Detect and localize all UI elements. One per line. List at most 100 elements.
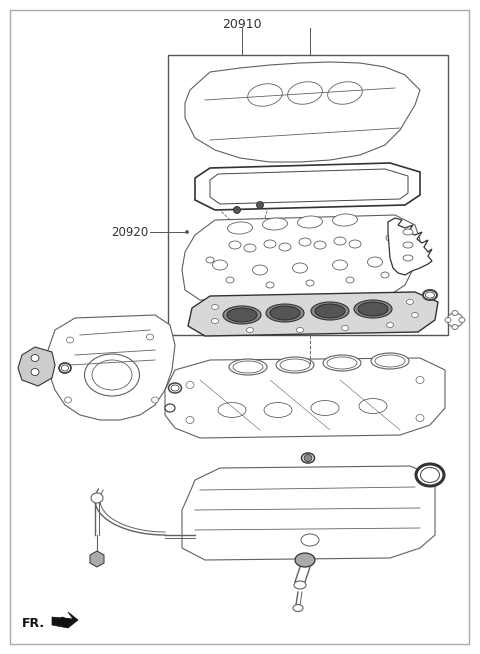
Ellipse shape	[165, 404, 175, 412]
Ellipse shape	[270, 306, 300, 320]
Ellipse shape	[64, 397, 72, 403]
Ellipse shape	[346, 277, 354, 283]
Ellipse shape	[152, 397, 158, 403]
Ellipse shape	[407, 300, 413, 305]
Polygon shape	[188, 292, 438, 336]
Ellipse shape	[375, 355, 405, 367]
Polygon shape	[185, 62, 420, 162]
Bar	[168, 55, 448, 335]
Ellipse shape	[403, 255, 413, 261]
Ellipse shape	[227, 308, 257, 322]
Ellipse shape	[31, 368, 39, 375]
Ellipse shape	[293, 604, 303, 611]
Polygon shape	[182, 215, 420, 300]
Ellipse shape	[403, 229, 413, 235]
Ellipse shape	[233, 361, 263, 373]
Ellipse shape	[459, 317, 465, 322]
Ellipse shape	[354, 300, 392, 318]
Ellipse shape	[292, 263, 308, 273]
Ellipse shape	[452, 311, 458, 315]
Polygon shape	[210, 169, 408, 204]
Ellipse shape	[381, 272, 389, 278]
Polygon shape	[388, 218, 432, 275]
Ellipse shape	[276, 357, 314, 373]
Ellipse shape	[91, 493, 103, 503]
Ellipse shape	[327, 357, 357, 369]
Ellipse shape	[328, 82, 362, 104]
Text: 20910: 20910	[222, 18, 262, 31]
Ellipse shape	[256, 201, 264, 209]
Ellipse shape	[359, 398, 387, 413]
Ellipse shape	[297, 328, 303, 332]
Ellipse shape	[416, 415, 424, 421]
Ellipse shape	[403, 242, 413, 248]
Ellipse shape	[212, 305, 218, 309]
Ellipse shape	[371, 353, 409, 369]
Ellipse shape	[92, 360, 132, 390]
Ellipse shape	[279, 243, 291, 251]
Ellipse shape	[298, 216, 323, 228]
Ellipse shape	[416, 377, 424, 383]
Ellipse shape	[311, 302, 349, 320]
Ellipse shape	[233, 207, 240, 213]
Text: 20920: 20920	[111, 226, 148, 239]
Ellipse shape	[185, 230, 189, 233]
Ellipse shape	[301, 453, 314, 463]
Ellipse shape	[396, 252, 404, 258]
Ellipse shape	[386, 235, 394, 241]
Ellipse shape	[411, 313, 419, 317]
Ellipse shape	[206, 257, 214, 263]
Ellipse shape	[323, 355, 361, 371]
Ellipse shape	[228, 222, 252, 234]
Ellipse shape	[294, 581, 306, 589]
Polygon shape	[182, 466, 435, 560]
Ellipse shape	[266, 304, 304, 322]
Ellipse shape	[333, 214, 358, 226]
Ellipse shape	[84, 354, 140, 396]
Ellipse shape	[61, 365, 69, 371]
Ellipse shape	[168, 383, 181, 393]
Ellipse shape	[186, 381, 194, 388]
Ellipse shape	[31, 354, 39, 362]
Ellipse shape	[171, 385, 179, 391]
Polygon shape	[165, 358, 445, 438]
Ellipse shape	[288, 82, 323, 104]
Ellipse shape	[146, 334, 154, 340]
Ellipse shape	[314, 241, 326, 249]
Ellipse shape	[280, 359, 310, 371]
Ellipse shape	[244, 244, 256, 252]
Ellipse shape	[263, 218, 288, 230]
Ellipse shape	[264, 240, 276, 248]
Polygon shape	[52, 612, 78, 628]
Polygon shape	[90, 551, 104, 567]
Ellipse shape	[447, 313, 463, 327]
Ellipse shape	[301, 534, 319, 546]
Ellipse shape	[213, 260, 228, 270]
Ellipse shape	[229, 241, 241, 249]
Ellipse shape	[334, 237, 346, 245]
Ellipse shape	[358, 302, 388, 316]
Ellipse shape	[226, 277, 234, 283]
Ellipse shape	[333, 260, 348, 270]
Ellipse shape	[266, 282, 274, 288]
Ellipse shape	[423, 290, 437, 300]
Ellipse shape	[304, 455, 312, 462]
Ellipse shape	[223, 306, 261, 324]
Ellipse shape	[295, 553, 315, 567]
Ellipse shape	[368, 257, 383, 267]
Ellipse shape	[420, 468, 440, 483]
Ellipse shape	[264, 402, 292, 417]
Ellipse shape	[425, 292, 434, 298]
Ellipse shape	[416, 464, 444, 486]
Text: FR.: FR.	[22, 617, 45, 630]
Ellipse shape	[186, 417, 194, 424]
Ellipse shape	[252, 265, 267, 275]
Ellipse shape	[67, 337, 73, 343]
Ellipse shape	[59, 363, 71, 373]
Polygon shape	[18, 347, 55, 386]
Ellipse shape	[341, 326, 348, 330]
Ellipse shape	[247, 328, 253, 332]
Ellipse shape	[306, 280, 314, 286]
Ellipse shape	[349, 240, 361, 248]
Ellipse shape	[299, 238, 311, 246]
